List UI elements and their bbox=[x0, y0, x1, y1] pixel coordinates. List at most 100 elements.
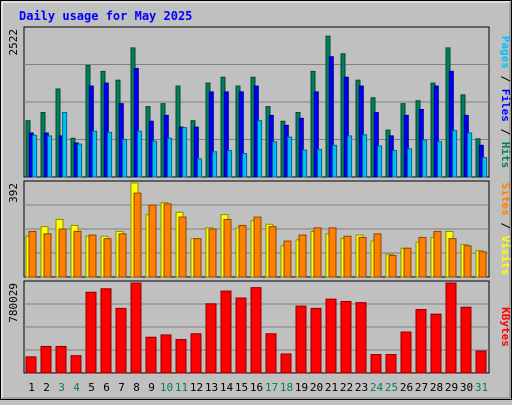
x-tick-day-9: 9 bbox=[148, 381, 155, 394]
bar-kbytes-kbytes-5 bbox=[85, 291, 97, 374]
legend-hits-part-0: Pages bbox=[499, 36, 512, 69]
x-tick-day-12: 12 bbox=[190, 381, 203, 394]
bar-hits-files-12 bbox=[193, 126, 199, 178]
bar-hits-files-21 bbox=[328, 56, 334, 178]
bar-sites-sites-1 bbox=[28, 230, 37, 278]
bar-kbytes-kbytes-2 bbox=[40, 345, 52, 374]
bar-hits-pages-4 bbox=[77, 143, 83, 178]
bar-kbytes-kbytes-10 bbox=[160, 334, 172, 374]
bar-hits-pages-24 bbox=[377, 145, 383, 178]
bar-kbytes-kbytes-12 bbox=[190, 333, 202, 374]
bar-hits-pages-10 bbox=[167, 137, 173, 178]
x-tick-day-21: 21 bbox=[325, 381, 338, 394]
bar-hits-pages-14 bbox=[227, 150, 233, 178]
legend-sites-part-2: Visits bbox=[499, 236, 512, 276]
legend-sites-part-1: / bbox=[499, 216, 512, 236]
bar-kbytes-kbytes-4 bbox=[70, 355, 82, 374]
x-tick-day-6: 6 bbox=[103, 381, 110, 394]
bar-sites-sites-7 bbox=[118, 233, 127, 278]
x-tick-day-19: 19 bbox=[295, 381, 308, 394]
bar-kbytes-kbytes-9 bbox=[145, 336, 157, 374]
max-label-kbytes: 780029 bbox=[7, 283, 20, 323]
bar-sites-sites-8 bbox=[133, 192, 142, 278]
bar-hits-pages-27 bbox=[422, 139, 428, 178]
bar-hits-files-20 bbox=[313, 91, 319, 178]
bar-hits-pages-1 bbox=[32, 134, 38, 178]
bar-hits-files-23 bbox=[358, 85, 364, 178]
bar-kbytes-kbytes-27 bbox=[415, 309, 427, 374]
x-tick-day-16: 16 bbox=[250, 381, 263, 394]
bar-kbytes-kbytes-30 bbox=[460, 306, 472, 374]
bar-kbytes-kbytes-1 bbox=[25, 356, 37, 374]
bar-sites-sites-27 bbox=[418, 236, 427, 278]
bar-hits-files-28 bbox=[433, 85, 439, 178]
legend-hits-part-2: Files bbox=[499, 89, 512, 122]
bar-kbytes-kbytes-17 bbox=[265, 333, 277, 374]
x-tick-day-2: 2 bbox=[43, 381, 50, 394]
x-axis: 1 2 3 4 5 6 7 8 9 10 11 12 13 14 15 16 17 18 19 20 21 22 23 24 2… bbox=[28, 381, 488, 394]
bar-kbytes-kbytes-21 bbox=[325, 298, 337, 374]
bar-kbytes-kbytes-8 bbox=[130, 282, 142, 374]
bar-hits-pages-12 bbox=[197, 158, 203, 178]
panel-hits: 2522 Pages / Files / Hits bbox=[7, 26, 512, 178]
bar-kbytes-kbytes-29 bbox=[445, 282, 457, 374]
x-tick-day-28: 28 bbox=[430, 381, 443, 394]
x-tick-day-31: 31 bbox=[475, 381, 488, 394]
bar-kbytes-kbytes-18 bbox=[280, 353, 292, 374]
bar-kbytes-kbytes-15 bbox=[235, 297, 247, 374]
x-tick-day-14: 14 bbox=[220, 381, 234, 394]
x-tick-day-26: 26 bbox=[400, 381, 413, 394]
bar-hits-pages-13 bbox=[212, 151, 218, 178]
bar-sites-sites-26 bbox=[403, 247, 412, 278]
bar-kbytes-kbytes-16 bbox=[250, 287, 262, 374]
bar-kbytes-kbytes-14 bbox=[220, 290, 232, 374]
bar-sites-sites-18 bbox=[283, 240, 292, 278]
bar-sites-sites-28 bbox=[433, 230, 442, 278]
bar-hits-pages-21 bbox=[332, 144, 338, 178]
bar-kbytes-kbytes-25 bbox=[385, 354, 397, 374]
bar-hits-pages-8 bbox=[137, 130, 143, 178]
bar-sites-sites-24 bbox=[373, 233, 382, 278]
bar-hits-files-14 bbox=[223, 91, 229, 178]
bar-hits-pages-26 bbox=[407, 148, 413, 178]
bar-sites-sites-14 bbox=[223, 218, 232, 278]
x-tick-day-8: 8 bbox=[133, 381, 140, 394]
bar-hits-pages-30 bbox=[467, 132, 473, 178]
bar-hits-pages-25 bbox=[392, 150, 398, 178]
bar-kbytes-kbytes-24 bbox=[370, 354, 382, 374]
bar-hits-pages-9 bbox=[152, 140, 158, 178]
x-tick-day-15: 15 bbox=[235, 381, 248, 394]
panels-layer: 2522 Pages / Files / Hits 392 Sites / Visit… bbox=[7, 26, 512, 374]
bar-hits-pages-16 bbox=[257, 120, 263, 178]
bar-hits-files-26 bbox=[403, 114, 409, 178]
legend-kbytes: KBytes bbox=[499, 307, 512, 347]
bar-sites-sites-19 bbox=[298, 234, 307, 278]
x-tick-day-23: 23 bbox=[355, 381, 368, 394]
bar-hits-files-6 bbox=[103, 82, 109, 178]
max-label-hits: 2522 bbox=[7, 29, 20, 56]
bar-hits-pages-15 bbox=[242, 153, 248, 178]
bar-sites-sites-21 bbox=[328, 227, 337, 278]
bar-sites-sites-3 bbox=[58, 228, 67, 278]
bar-sites-sites-29 bbox=[448, 238, 457, 278]
legend-kbytes-part-0: KBytes bbox=[499, 307, 512, 347]
x-tick-day-4: 4 bbox=[73, 381, 80, 394]
bar-sites-sites-5 bbox=[88, 234, 97, 278]
legend-sites-part-0: Sites bbox=[499, 183, 512, 216]
bar-hits-pages-29 bbox=[452, 130, 458, 178]
bar-sites-sites-16 bbox=[253, 216, 262, 278]
bar-kbytes-kbytes-28 bbox=[430, 313, 442, 374]
bar-sites-sites-13 bbox=[208, 228, 217, 278]
x-tick-day-7: 7 bbox=[118, 381, 125, 394]
bar-sites-sites-23 bbox=[358, 236, 367, 278]
bar-kbytes-kbytes-20 bbox=[310, 307, 322, 374]
x-tick-day-30: 30 bbox=[460, 381, 473, 394]
x-tick-day-27: 27 bbox=[415, 381, 428, 394]
bar-kbytes-kbytes-26 bbox=[400, 331, 412, 374]
bar-hits-files-24 bbox=[373, 111, 379, 178]
x-tick-day-29: 29 bbox=[445, 381, 458, 394]
bar-sites-sites-10 bbox=[163, 203, 172, 278]
x-tick-day-10: 10 bbox=[160, 381, 173, 394]
legend-hits: Pages / Files / Hits bbox=[499, 36, 512, 169]
